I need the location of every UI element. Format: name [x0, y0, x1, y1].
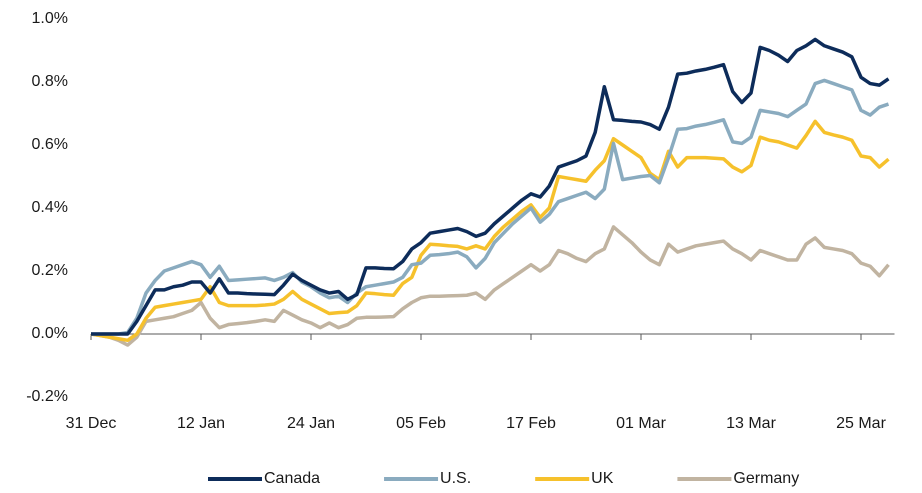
x-tick-label: 01 Mar [616, 415, 666, 432]
y-tick-label: -0.2% [26, 388, 68, 405]
x-tick-label: 24 Jan [287, 415, 335, 432]
legend-label: UK [591, 470, 614, 487]
y-tick-label: 0.8% [32, 73, 68, 90]
x-tick-label: 17 Feb [506, 415, 556, 432]
y-tick-label: 0.6% [32, 136, 68, 153]
legend-label: Germany [733, 470, 799, 487]
y-tick-label: 0.2% [32, 262, 68, 279]
y-tick-label: 0.0% [32, 325, 68, 342]
y-tick-label: 1.0% [32, 10, 68, 27]
series-line [91, 78, 890, 336]
legend-label: U.S. [440, 470, 471, 487]
series-line [90, 225, 890, 347]
legend-label: Canada [264, 470, 320, 487]
x-tick-label: 05 Feb [396, 415, 446, 432]
x-tick-label: 31 Dec [66, 415, 117, 432]
x-tick-label: 12 Jan [177, 415, 225, 432]
x-tick-label: 25 Mar [836, 415, 886, 432]
y-tick-label: 0.4% [32, 199, 68, 216]
series-line [90, 119, 890, 343]
x-tick-label: 13 Mar [726, 415, 776, 432]
series-line [91, 37, 890, 336]
